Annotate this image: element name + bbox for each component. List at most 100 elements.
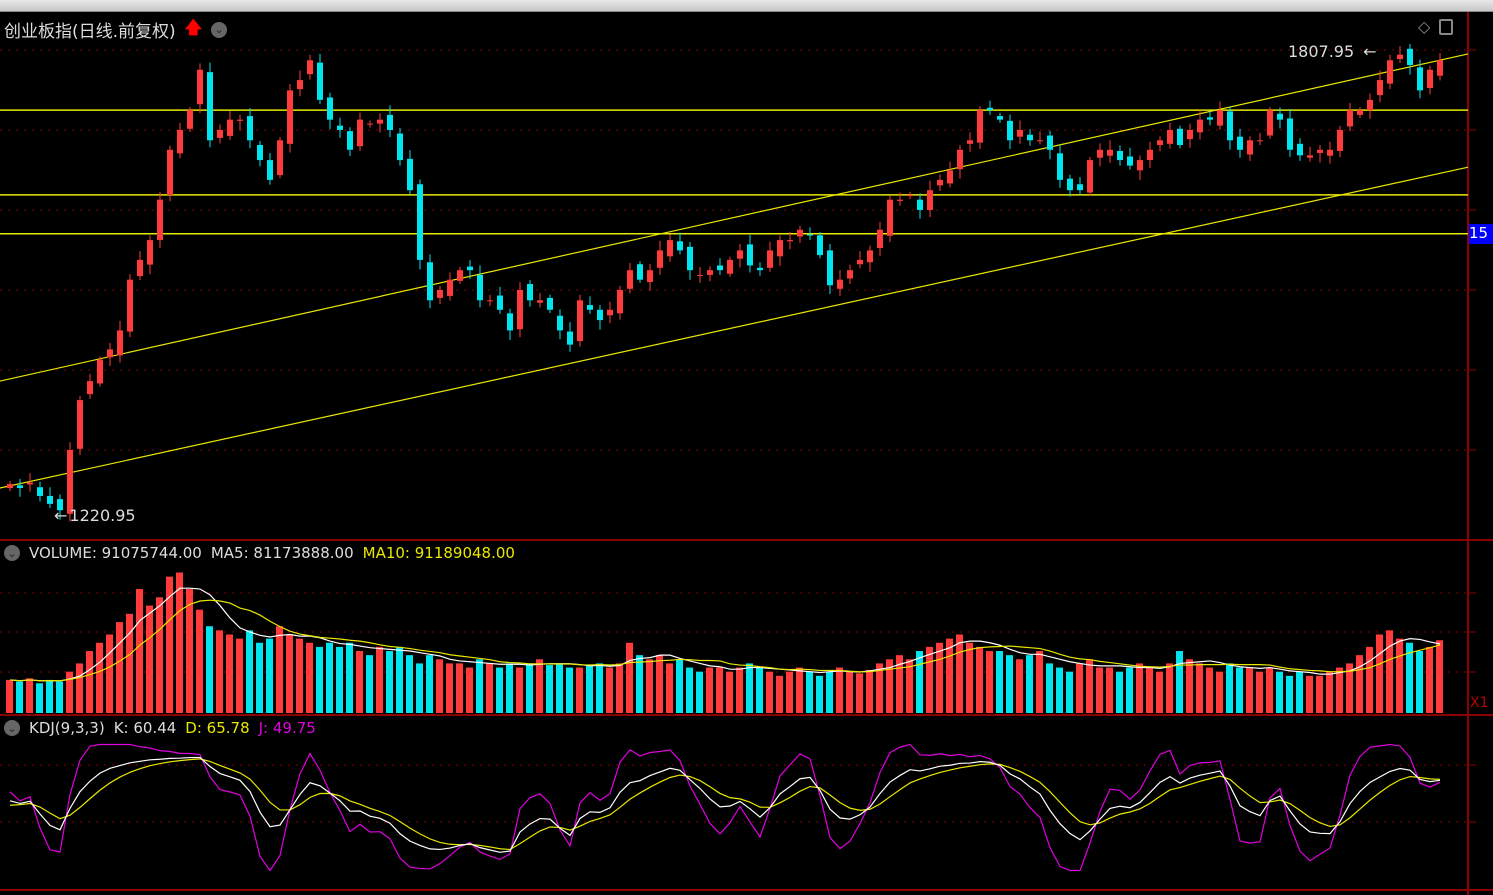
volume-bar — [1256, 671, 1263, 713]
volume-bar — [1016, 659, 1023, 713]
volume-bar — [656, 655, 663, 713]
candle-body — [247, 116, 253, 141]
volume-bar — [746, 663, 753, 713]
volume-bar — [816, 675, 823, 713]
volume-bar — [586, 665, 593, 713]
candle-body — [1287, 118, 1293, 150]
last-price-tag: 15 — [1469, 224, 1493, 244]
volume-bar — [1296, 671, 1303, 713]
candle-body — [807, 234, 813, 236]
volume-bar — [1366, 646, 1373, 713]
candle-body — [237, 119, 243, 121]
volume-bar — [1186, 659, 1193, 713]
candle-body — [957, 149, 963, 170]
candle-body — [277, 140, 283, 176]
volume-bar — [166, 576, 173, 713]
volume-bar — [316, 646, 323, 713]
candle-body — [7, 484, 13, 489]
candle-body — [917, 199, 923, 210]
volume-bar — [36, 683, 43, 713]
volume-bar — [296, 638, 303, 713]
volume-bar — [986, 651, 993, 713]
candle-body — [1297, 143, 1303, 156]
volume-bar — [1226, 663, 1233, 713]
candle-body — [497, 295, 503, 310]
volume-bar — [766, 671, 773, 713]
panel-toggle-icon[interactable] — [1439, 18, 1454, 35]
volume-bar — [96, 642, 103, 713]
volume-bar — [416, 663, 423, 713]
j-value: J: 49.75 — [258, 719, 316, 737]
volume-bar — [1156, 671, 1163, 713]
volume-bar — [646, 659, 653, 713]
candle-body — [57, 499, 63, 511]
volume-bar — [246, 630, 253, 713]
volume-bar — [1286, 675, 1293, 713]
candle-body — [387, 114, 393, 130]
chevron-down-icon[interactable]: ⌄ — [4, 545, 20, 561]
volume-bar — [16, 681, 23, 713]
candle-body — [1087, 160, 1093, 193]
volume-bar — [516, 667, 523, 713]
candle-body — [347, 131, 353, 150]
volume-bar — [866, 670, 873, 713]
volume-bar — [956, 634, 963, 713]
volume-bar — [1046, 663, 1053, 713]
volume-bar — [1026, 655, 1033, 713]
candle-body — [127, 279, 133, 332]
candle-body — [647, 270, 653, 283]
candle-body — [1047, 135, 1053, 150]
candle-body — [797, 229, 803, 237]
volume-bar — [786, 671, 793, 713]
volume-bar — [576, 667, 583, 713]
ma5-value: MA5: 81173888.00 — [210, 544, 354, 562]
volume-bar — [1126, 667, 1133, 713]
candle-body — [27, 482, 33, 485]
kdj-k-line — [9, 756, 1441, 853]
volume-bar — [1266, 667, 1273, 713]
kdj-d-line — [9, 758, 1441, 851]
volume-bar — [226, 634, 233, 713]
candle-body — [397, 133, 403, 161]
candle-body — [837, 279, 843, 289]
volume-bar — [326, 642, 333, 713]
candle-body — [1017, 129, 1023, 137]
diamond-icon[interactable]: ◇ — [1418, 17, 1431, 36]
volume-bar — [506, 663, 513, 713]
candle-body — [187, 110, 193, 129]
candle-body — [527, 284, 533, 301]
volume-bar — [1176, 651, 1183, 713]
candle-body — [857, 259, 863, 265]
candle-body — [667, 240, 673, 257]
volume-bar — [736, 667, 743, 713]
volume-bar — [676, 659, 683, 713]
candle-body — [67, 450, 73, 514]
candle-body — [447, 279, 453, 296]
volume-bar — [56, 681, 63, 713]
chart-title: 创业板指(日线.前复权) — [4, 22, 176, 42]
volume-bar — [26, 678, 33, 713]
volume-bar — [266, 638, 273, 713]
volume-bar — [946, 638, 953, 713]
volume-bar — [1166, 663, 1173, 713]
candle-body — [317, 62, 323, 100]
candle-body — [1337, 129, 1343, 151]
volume-bar — [456, 663, 463, 713]
volume-legend: ⌄ VOLUME: 91075744.00 MA5: 81173888.00 M… — [4, 544, 524, 562]
volume-bar — [976, 646, 983, 713]
candle-body — [597, 309, 603, 321]
volume-bar — [686, 667, 693, 713]
candle-body — [217, 129, 223, 138]
volume-bar — [726, 671, 733, 713]
candle-body — [1157, 140, 1163, 146]
candle-body — [1147, 149, 1153, 161]
chevron-down-icon[interactable]: ⌄ — [211, 21, 228, 38]
volume-bar — [256, 642, 263, 713]
volume-bar — [626, 642, 633, 713]
candle-body — [407, 158, 413, 191]
volume-bar — [836, 667, 843, 713]
volume-bar — [1376, 634, 1383, 713]
candle-body — [207, 72, 213, 141]
chevron-down-icon[interactable]: ⌄ — [4, 720, 20, 736]
